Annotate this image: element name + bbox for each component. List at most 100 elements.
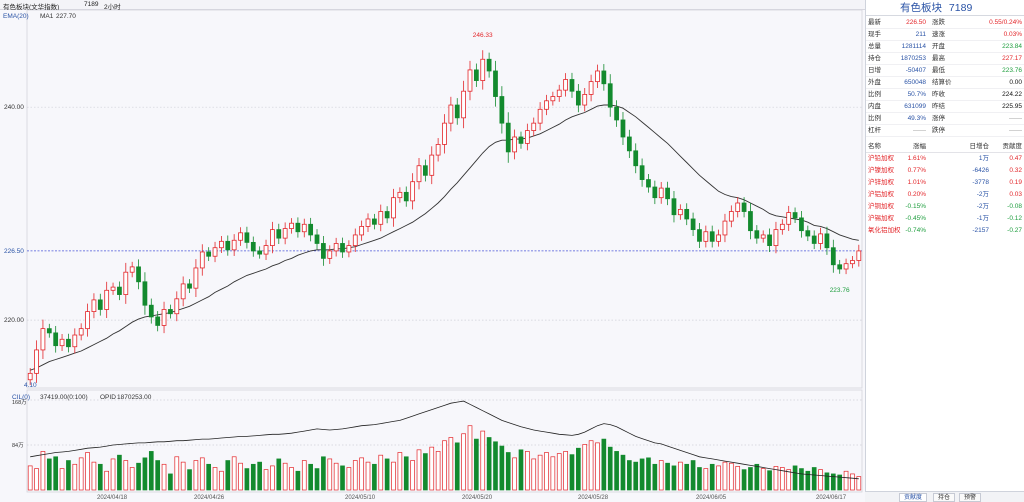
- candle-body: [142, 281, 148, 306]
- candle-body: [78, 328, 84, 336]
- candle-body: [792, 212, 798, 219]
- candle-body: [556, 89, 562, 97]
- candle-body: [703, 231, 709, 242]
- volume-bar: [352, 460, 358, 491]
- quote-label: 最高: [932, 55, 945, 62]
- candle-body: [512, 136, 517, 153]
- candle-body: [225, 240, 231, 251]
- volume-bar: [340, 465, 345, 491]
- volume-bar: [690, 460, 696, 491]
- candle-body: [633, 150, 639, 167]
- volume-tick-label: 168万: [12, 399, 27, 406]
- column-header[interactable]: 日增仓: [969, 143, 990, 150]
- volume-bar: [97, 463, 103, 491]
- candle-body: [850, 260, 855, 265]
- candle-body: [454, 104, 460, 119]
- quote-label: 杠杆: [868, 127, 881, 134]
- candle-body: [626, 136, 632, 152]
- contribution-value: -0.27: [1007, 227, 1022, 234]
- panel-header: 有色板块 7189: [866, 0, 1024, 16]
- candle-body: [811, 235, 817, 244]
- volume-bar: [830, 473, 836, 491]
- candle-body: [550, 96, 556, 102]
- candle-body: [856, 250, 862, 261]
- date-tick-label: 2024/06/05: [696, 495, 727, 501]
- volume-bar: [544, 452, 549, 491]
- candle-body: [199, 251, 205, 269]
- volume-bar: [225, 460, 231, 491]
- price-tick-label: 226.50: [4, 248, 24, 255]
- volume-bar: [799, 468, 804, 491]
- quote-label: 涨跌: [932, 19, 945, 26]
- candle-body: [620, 119, 626, 138]
- candle-body: [250, 241, 256, 252]
- column-header[interactable]: 贡献度: [1002, 143, 1023, 150]
- volume-bar: [607, 446, 613, 491]
- period-selector[interactable]: 2小时: [104, 4, 121, 11]
- volume-bar: [735, 466, 741, 491]
- quote-value: 211: [915, 31, 926, 38]
- candle-body: [148, 304, 154, 318]
- column-header[interactable]: 涨幅: [913, 143, 926, 150]
- candle-body: [91, 299, 97, 313]
- volume-bar: [850, 473, 855, 491]
- candle-body: [467, 69, 473, 92]
- chart-area[interactable]: EMA(20) MA1 227.70 CIL(0) 37419.00(0:100…: [0, 9, 865, 502]
- quote-label: 总量: [868, 43, 881, 50]
- candle-body: [136, 266, 141, 283]
- column-header[interactable]: 名称: [868, 143, 881, 150]
- volume-bar: [263, 469, 269, 491]
- candle-body: [799, 217, 804, 232]
- oi-change-value: -6426: [972, 167, 989, 174]
- contribution-row[interactable]: 沪锡加权 -0.45% -1万 -0.12: [866, 213, 1024, 225]
- window-title: 有色板块(文华指数): [3, 4, 60, 11]
- candle-body: [563, 79, 568, 91]
- candle-body: [161, 309, 167, 326]
- volume-bar: [295, 470, 301, 491]
- oi-change-value: -3778: [972, 179, 989, 186]
- volume-bar: [837, 474, 843, 491]
- contribution-row[interactable]: 沪铅加权 1.61% 1万 0.47: [866, 153, 1024, 165]
- quote-label: 最低: [932, 67, 945, 74]
- quote-panel: 有色板块 7189 最新 226.50 涨跌 0.55/0.24% 现手 211 速涨 0.0…: [865, 0, 1024, 502]
- candle-body: [486, 58, 492, 72]
- candle-body: [46, 328, 52, 334]
- volume-bar: [448, 437, 454, 491]
- candle-body: [403, 191, 409, 202]
- candle-body: [327, 250, 333, 259]
- quote-label: 涨停: [932, 115, 945, 122]
- date-tick-label: 2024/04/18: [97, 495, 128, 501]
- candle-body: [499, 96, 505, 124]
- contribution-row[interactable]: 沪锌加权 1.01% -3778 0.19: [866, 177, 1024, 189]
- title-bar: 有色板块(文华指数) 7189 2小时: [0, 0, 865, 11]
- tab-contribution[interactable]: 贡献度: [899, 493, 928, 502]
- volume-bar: [142, 457, 148, 491]
- candle-body: [378, 211, 384, 225]
- candle-body: [295, 222, 301, 233]
- candle-body: [384, 211, 390, 219]
- tab-alert[interactable]: 预警: [959, 493, 982, 502]
- contribution-row[interactable]: 沪镍加权 0.77% -6426 0.32: [866, 165, 1024, 177]
- quote-value: 0.03%: [1003, 31, 1022, 38]
- candle-body: [340, 243, 345, 253]
- contribution-row[interactable]: 沪铝加权 0.20% -2万 0.03: [866, 189, 1024, 201]
- candle-body: [677, 208, 683, 216]
- price-tick-label: 240.00: [4, 104, 24, 111]
- quote-value: 1281114: [901, 43, 926, 50]
- volume-bar: [250, 463, 256, 491]
- candle-body: [397, 191, 403, 199]
- quote-label: 内盘: [868, 103, 881, 110]
- candle-body: [66, 338, 71, 348]
- quote-value: 0.55/0.24%: [989, 19, 1022, 26]
- kline-chart[interactable]: EMA(20) MA1 227.70 CIL(0) 37419.00(0:100…: [0, 9, 865, 502]
- candle-body: [505, 122, 511, 153]
- tab-position[interactable]: 持仓: [933, 493, 956, 502]
- volume-bar: [486, 437, 492, 491]
- candle-body: [652, 186, 658, 199]
- volume-bar: [123, 460, 129, 491]
- candle-body: [257, 250, 263, 255]
- volume-bar: [729, 462, 734, 491]
- contribution-row[interactable]: 氧化铝加权 -0.74% -2157 -0.27: [866, 225, 1024, 237]
- contribution-row[interactable]: 沪铜加权 -0.15% -2万 -0.08: [866, 201, 1024, 213]
